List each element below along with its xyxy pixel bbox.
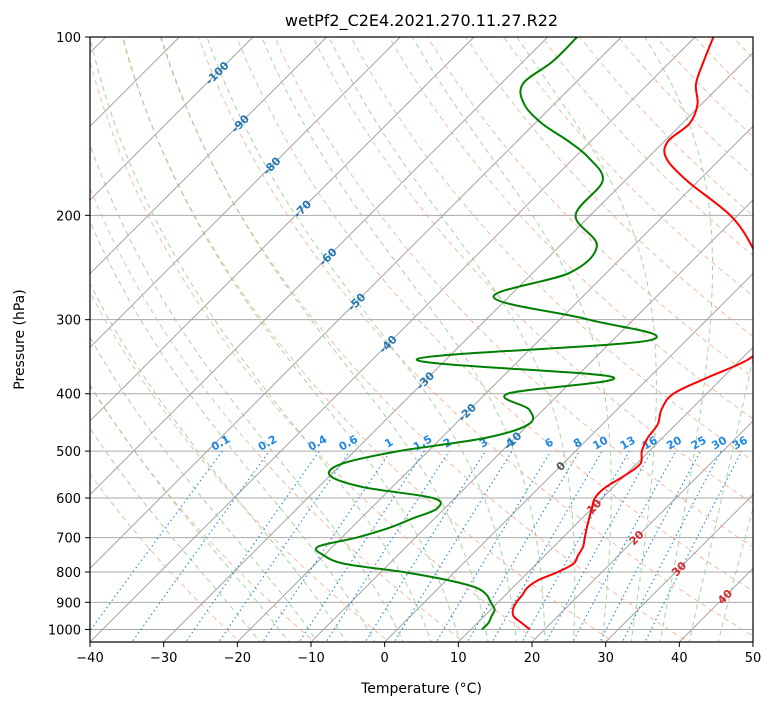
dry-adiabat-label: -70 bbox=[291, 197, 314, 220]
moist-adiabat-line bbox=[718, 37, 775, 644]
y-axis-label: Pressure (hPa) bbox=[12, 289, 28, 389]
dry-adiabat-line bbox=[344, 24, 775, 645]
moist-adiabat-line bbox=[262, 37, 545, 644]
moist-adiabat-label: 0 bbox=[554, 459, 569, 474]
y-tick-label: 300 bbox=[56, 314, 81, 329]
moist-adiabat-line bbox=[207, 37, 517, 644]
mixing-ratio-label: 10 bbox=[591, 433, 611, 452]
dry-adiabat-line bbox=[758, 24, 775, 645]
mixing-ratio-label: 6 bbox=[543, 435, 556, 450]
isotherm-line bbox=[753, 37, 775, 642]
dry-adiabat-line bbox=[382, 24, 775, 645]
dry-adiabat-line bbox=[0, 24, 243, 645]
moist-adiabat-line bbox=[36, 37, 376, 644]
mixing-ratio-label: 1.5 bbox=[411, 433, 434, 454]
isotherm-line bbox=[0, 37, 327, 642]
moist-adiabat-line bbox=[517, 37, 656, 644]
y-tick-label: 600 bbox=[56, 492, 81, 507]
chart-title: wetPf2_C2E4.2021.270.11.27.R22 bbox=[285, 11, 558, 31]
dry-adiabat-line bbox=[81, 24, 542, 645]
moist-adiabat-label: 30 bbox=[669, 559, 689, 579]
x-tick-label: −10 bbox=[297, 651, 324, 666]
mixing-ratio-label: 1 bbox=[382, 436, 395, 451]
x-tick-label: 0 bbox=[381, 651, 389, 666]
x-tick-label: 20 bbox=[524, 651, 541, 666]
moist-adiabat-line bbox=[161, 37, 488, 644]
dry-adiabat-label: -50 bbox=[345, 290, 368, 313]
dry-adiabat-line bbox=[457, 24, 775, 645]
moist-adiabat-label: 40 bbox=[715, 587, 735, 607]
moist-adiabat-line bbox=[0, 37, 291, 644]
mixing-ratio-line bbox=[80, 451, 222, 644]
y-tick-label: 500 bbox=[56, 445, 81, 460]
moist-adiabat-line bbox=[90, 37, 432, 644]
y-tick-label: 700 bbox=[56, 532, 81, 547]
x-tick-label: −20 bbox=[224, 651, 251, 666]
mixing-ratio-label: 0.1 bbox=[209, 433, 232, 454]
moist-adiabat-line bbox=[329, 37, 575, 644]
dry-adiabat-label: -60 bbox=[317, 245, 340, 268]
mixing-ratio-line bbox=[217, 451, 350, 644]
moist-adiabat-label: 20 bbox=[627, 528, 647, 548]
moist-adiabat-line bbox=[412, 37, 611, 644]
mixing-ratio-line bbox=[393, 451, 512, 644]
dry-adiabat-line bbox=[119, 24, 617, 645]
isotherm-line bbox=[458, 37, 775, 642]
isotherm-line bbox=[164, 37, 769, 642]
dry-adiabat-line bbox=[570, 24, 775, 645]
mixing-ratio-line bbox=[130, 451, 269, 644]
moist-adiabat-line bbox=[0, 37, 319, 644]
moist-adiabat-line bbox=[13, 37, 348, 644]
dry-adiabat-line bbox=[0, 24, 318, 645]
mixing-ratio-line bbox=[599, 451, 701, 644]
dry-adiabat-line bbox=[269, 24, 775, 645]
moist-adiabat-line bbox=[0, 37, 262, 644]
isotherm-line bbox=[679, 37, 775, 642]
x-tick-label: −40 bbox=[76, 651, 103, 666]
dry-adiabat-label: -20 bbox=[456, 401, 479, 424]
y-tick-label: 900 bbox=[56, 596, 81, 611]
dry-adiabat-line bbox=[720, 24, 775, 645]
dry-adiabat-line bbox=[420, 24, 775, 645]
x-tick-label: 10 bbox=[450, 651, 467, 666]
dry-adiabat-label: -100 bbox=[203, 59, 232, 88]
mixing-ratio-line bbox=[572, 451, 676, 644]
dry-adiabat-line bbox=[194, 24, 767, 645]
mixing-ratio-label: 25 bbox=[689, 434, 709, 453]
mixing-ratio-label: 30 bbox=[709, 433, 729, 452]
y-tick-label: 400 bbox=[56, 388, 81, 403]
mixing-ratio-line bbox=[644, 451, 742, 644]
y-tick-label: 100 bbox=[56, 31, 81, 46]
y-tick-label: 1000 bbox=[48, 623, 81, 638]
mixing-ratio-label: 0.4 bbox=[306, 432, 330, 453]
dry-adiabat-line bbox=[495, 24, 775, 645]
dry-adiabat-label: -80 bbox=[260, 154, 283, 177]
mixing-ratio-label: 13 bbox=[618, 434, 638, 453]
dry-adiabat-line bbox=[156, 24, 692, 645]
isotherm-line bbox=[0, 37, 400, 642]
x-axis-label: Temperature (°C) bbox=[360, 681, 482, 697]
moist-adiabat-line bbox=[645, 37, 713, 644]
mixing-ratio-label: 20 bbox=[664, 433, 684, 452]
mixing-ratio-label: 0.6 bbox=[337, 432, 361, 453]
x-tick-label: 30 bbox=[597, 651, 614, 666]
y-tick-label: 800 bbox=[56, 566, 81, 581]
dry-adiabat-label: -90 bbox=[229, 112, 252, 135]
mixing-ratio-label: 8 bbox=[571, 436, 584, 451]
x-tick-label: −30 bbox=[150, 651, 177, 666]
moist-adiabat-line bbox=[123, 37, 460, 644]
y-tick-label: 200 bbox=[56, 209, 81, 224]
x-tick-label: 40 bbox=[671, 651, 688, 666]
dry-adiabat-line bbox=[6, 24, 393, 645]
dry-adiabat-label: -30 bbox=[414, 369, 437, 392]
x-tick-label: 50 bbox=[745, 651, 762, 666]
background-lines bbox=[0, 24, 775, 645]
dry-adiabat-line bbox=[645, 24, 775, 645]
